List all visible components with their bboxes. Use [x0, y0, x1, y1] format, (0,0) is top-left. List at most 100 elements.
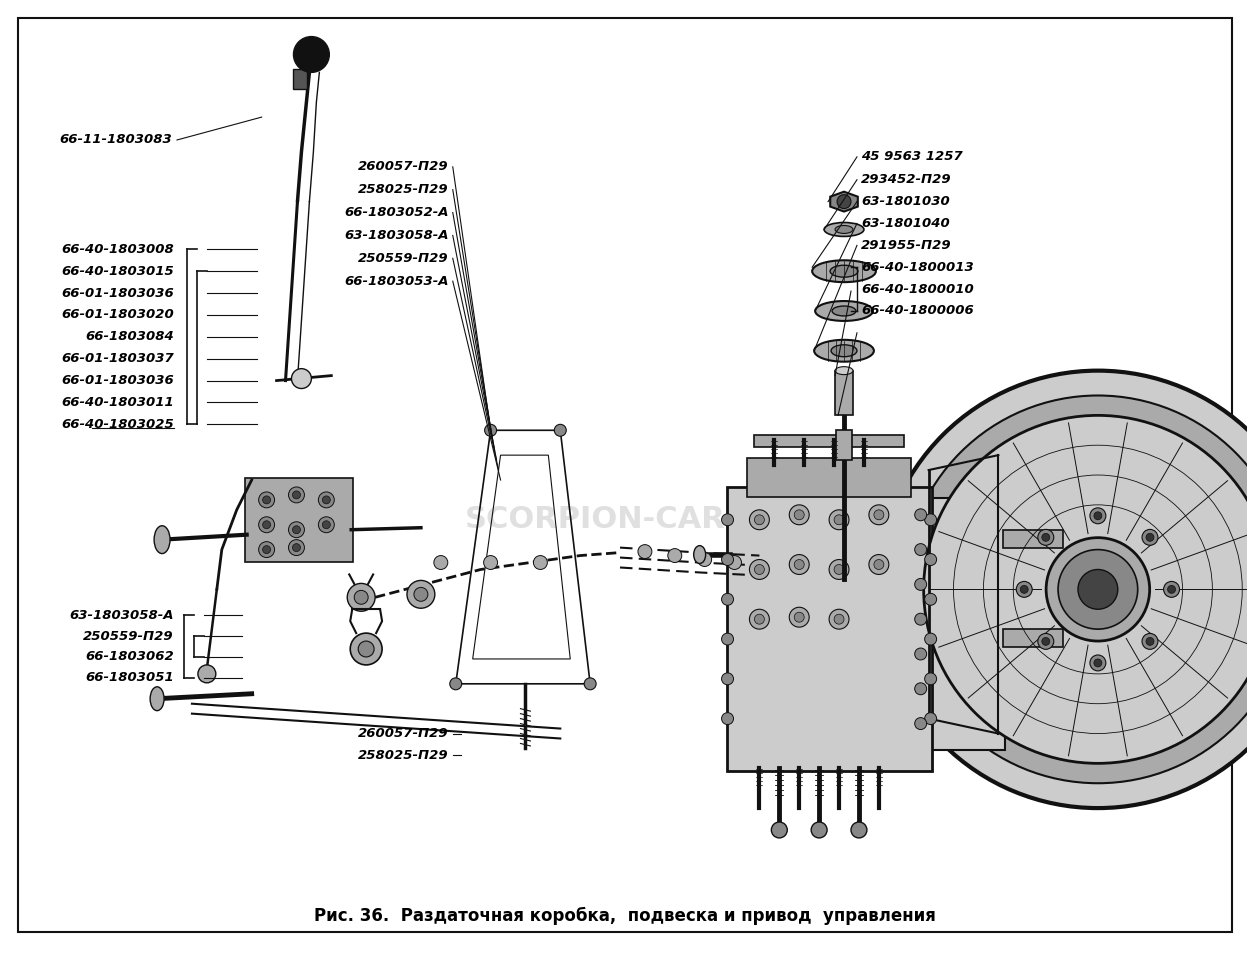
Circle shape	[292, 526, 300, 534]
FancyBboxPatch shape	[916, 498, 1005, 751]
Circle shape	[771, 822, 788, 838]
Circle shape	[721, 633, 734, 645]
Circle shape	[485, 424, 496, 436]
FancyBboxPatch shape	[245, 478, 354, 562]
Circle shape	[1142, 529, 1158, 545]
Circle shape	[874, 560, 884, 569]
Circle shape	[262, 496, 270, 504]
Circle shape	[915, 683, 926, 695]
Circle shape	[1038, 634, 1054, 649]
Circle shape	[198, 665, 216, 683]
Circle shape	[721, 593, 734, 605]
Circle shape	[721, 554, 734, 565]
Circle shape	[584, 678, 596, 690]
Circle shape	[925, 593, 936, 605]
Circle shape	[408, 581, 435, 609]
Circle shape	[434, 556, 447, 569]
Circle shape	[1142, 634, 1158, 649]
Text: 66-01-1803020: 66-01-1803020	[61, 308, 174, 322]
Circle shape	[668, 548, 681, 563]
Ellipse shape	[154, 526, 170, 554]
Text: 260057-П29: 260057-П29	[359, 727, 449, 740]
Text: 66-1803062: 66-1803062	[85, 651, 174, 663]
Circle shape	[1041, 534, 1050, 541]
Circle shape	[322, 520, 330, 529]
Circle shape	[721, 673, 734, 684]
Text: 66-1803052-А: 66-1803052-А	[344, 206, 449, 219]
Circle shape	[262, 520, 270, 529]
Circle shape	[1041, 637, 1050, 645]
Circle shape	[874, 510, 884, 519]
Circle shape	[1078, 569, 1118, 610]
Bar	[1004, 629, 1062, 647]
Text: 63-1801040: 63-1801040	[861, 217, 950, 230]
Text: SCORPION-CAR.RU: SCORPION-CAR.RU	[465, 505, 785, 535]
Circle shape	[554, 424, 566, 436]
Circle shape	[915, 718, 926, 730]
Circle shape	[1020, 586, 1029, 593]
Ellipse shape	[694, 545, 706, 564]
Circle shape	[291, 369, 311, 389]
Circle shape	[534, 556, 548, 569]
Circle shape	[925, 514, 936, 526]
Circle shape	[794, 560, 804, 569]
Circle shape	[259, 541, 275, 558]
Circle shape	[450, 678, 461, 690]
Circle shape	[292, 491, 300, 499]
Circle shape	[755, 614, 765, 624]
Text: 250559-П29: 250559-П29	[84, 630, 174, 642]
Circle shape	[721, 712, 734, 725]
Text: 63-1801030: 63-1801030	[861, 195, 950, 208]
Text: Рис. 36.  Раздаточная коробка,  подвеска и привод  управления: Рис. 36. Раздаточная коробка, подвеска и…	[314, 906, 936, 924]
Text: 66-01-1803036: 66-01-1803036	[61, 287, 174, 300]
Text: 66-11-1803083: 66-11-1803083	[59, 133, 172, 147]
Circle shape	[869, 505, 889, 525]
Circle shape	[750, 560, 769, 580]
Circle shape	[698, 553, 711, 566]
Circle shape	[1146, 534, 1154, 541]
Text: 250559-П29: 250559-П29	[359, 252, 449, 265]
Circle shape	[292, 543, 300, 552]
Text: 66-40-1803025: 66-40-1803025	[61, 418, 174, 431]
FancyBboxPatch shape	[748, 458, 911, 497]
Circle shape	[259, 492, 275, 508]
Circle shape	[829, 610, 849, 629]
Text: 66-01-1803037: 66-01-1803037	[61, 352, 174, 365]
Circle shape	[638, 544, 652, 559]
Circle shape	[354, 590, 369, 604]
Ellipse shape	[814, 340, 874, 362]
Circle shape	[925, 554, 936, 565]
Circle shape	[1094, 512, 1101, 519]
Circle shape	[794, 612, 804, 622]
Circle shape	[925, 673, 936, 684]
Bar	[836, 430, 852, 460]
Circle shape	[869, 555, 889, 574]
Ellipse shape	[824, 223, 864, 236]
Circle shape	[829, 560, 849, 580]
Bar	[755, 435, 904, 447]
Text: 66-40-1803015: 66-40-1803015	[61, 265, 174, 277]
Bar	[835, 371, 852, 416]
Circle shape	[721, 514, 734, 526]
Circle shape	[1168, 586, 1175, 593]
Text: 66-40-1803008: 66-40-1803008	[61, 243, 174, 256]
Text: 66-01-1803036: 66-01-1803036	[61, 374, 174, 387]
Circle shape	[789, 608, 809, 627]
Circle shape	[925, 712, 936, 725]
Circle shape	[789, 555, 809, 574]
Circle shape	[1038, 529, 1054, 545]
Circle shape	[811, 822, 828, 838]
Ellipse shape	[835, 367, 852, 374]
Text: 45 9563 1257: 45 9563 1257	[861, 151, 962, 163]
Circle shape	[879, 371, 1250, 808]
Circle shape	[1164, 582, 1180, 597]
Circle shape	[350, 633, 382, 665]
Text: 293452-П29: 293452-П29	[861, 173, 951, 186]
Circle shape	[1046, 538, 1150, 641]
Text: 66-1803051: 66-1803051	[85, 671, 174, 684]
Circle shape	[789, 505, 809, 525]
Text: 66-40-1803011: 66-40-1803011	[61, 396, 174, 409]
Text: 66-40-1800013: 66-40-1800013	[861, 261, 974, 274]
Circle shape	[359, 641, 374, 657]
Circle shape	[915, 543, 926, 556]
